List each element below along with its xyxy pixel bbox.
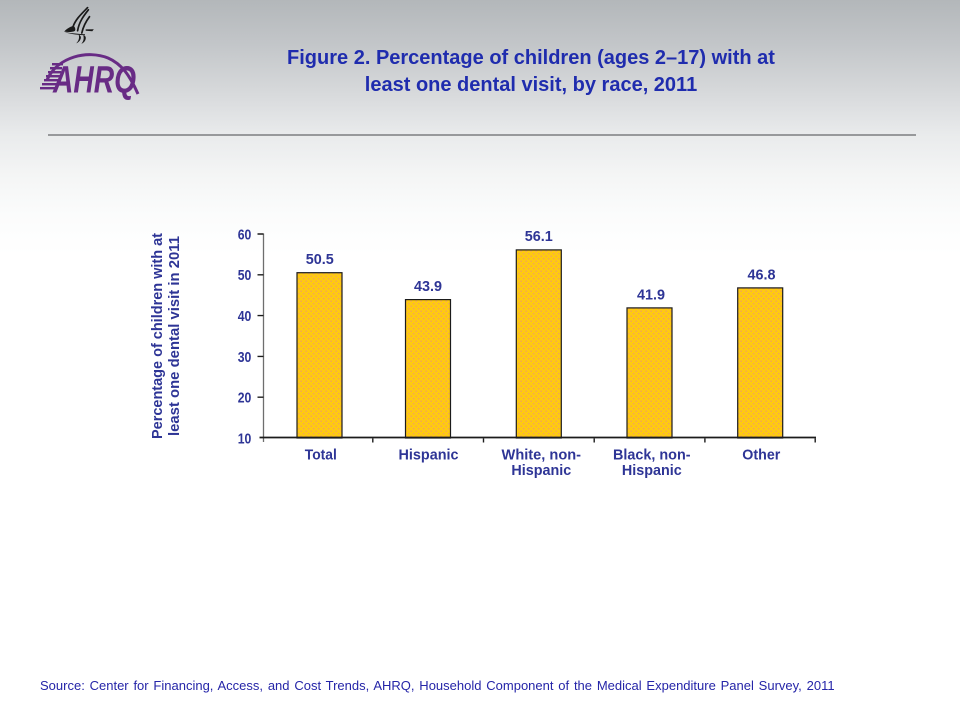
- svg-text:Black, non-: Black, non-: [613, 447, 691, 464]
- svg-text:43.9: 43.9: [414, 278, 442, 295]
- svg-text:least one dental visit in 2011: least one dental visit in 2011: [166, 236, 183, 436]
- svg-text:60: 60: [238, 226, 252, 243]
- svg-text:Hispanic: Hispanic: [622, 462, 682, 479]
- svg-text:White, non-: White, non-: [502, 447, 582, 464]
- svg-text:30: 30: [238, 349, 252, 366]
- svg-text:Other: Other: [742, 447, 780, 464]
- svg-text:10: 10: [238, 430, 252, 447]
- svg-text:20: 20: [238, 390, 252, 407]
- svg-text:Hispanic: Hispanic: [399, 447, 459, 464]
- svg-text:Percentage of children with at: Percentage of children with at: [149, 233, 166, 439]
- svg-text:50.5: 50.5: [306, 251, 334, 268]
- svg-text:50: 50: [238, 267, 252, 284]
- svg-text:40: 40: [238, 308, 252, 325]
- svg-text:Hispanic: Hispanic: [511, 462, 571, 479]
- svg-text:46.8: 46.8: [748, 267, 776, 284]
- svg-text:56.1: 56.1: [525, 228, 553, 245]
- svg-text:41.9: 41.9: [637, 287, 665, 304]
- svg-text:AHRQ: AHRQ: [52, 60, 136, 101]
- svg-text:Total: Total: [305, 447, 337, 464]
